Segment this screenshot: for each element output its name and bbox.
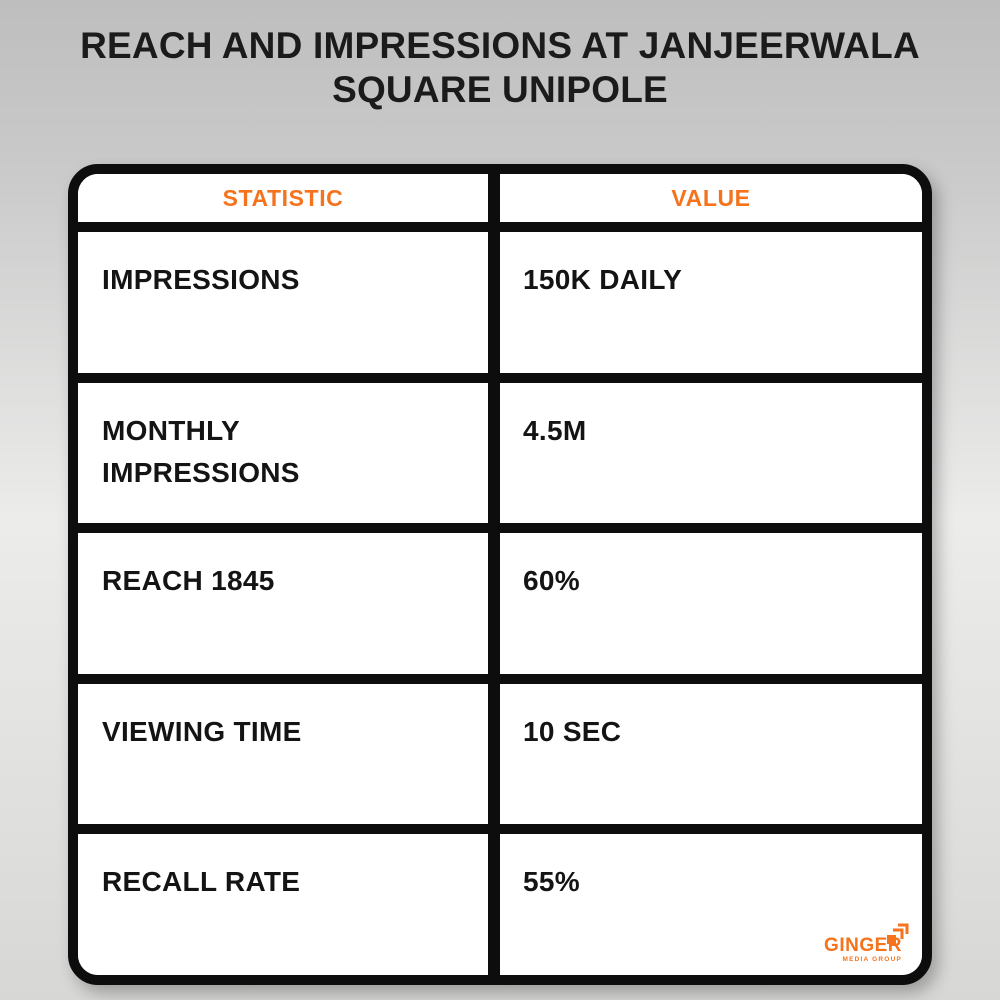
value-cell-viewing-time: 10 SEC — [500, 673, 922, 825]
steps-icon — [887, 923, 909, 944]
statistic-cell-recall-rate: RECALL RATE — [78, 824, 500, 975]
statistic-cell-monthly-impressions: MONTHLY IMPRESSIONS — [78, 372, 500, 524]
statistic-cell-reach: REACH 1845 — [78, 523, 500, 674]
page-title-line2: SQUARE UNIPOLE — [332, 69, 668, 111]
ginger-logo-wordmark: GINGER — [824, 934, 902, 956]
page-title-line1: REACH AND IMPRESSIONS AT JANJEERWALA — [80, 25, 920, 66]
ginger-media-logo: GINGER MEDIA GROUP — [812, 923, 909, 964]
header-value: VALUE — [500, 174, 922, 222]
statistic-cell-viewing-time: VIEWING TIME — [78, 673, 500, 825]
value-cell-recall-rate: 55% — [500, 824, 922, 975]
value-cell-impressions: 150K DAILY — [500, 222, 922, 373]
ginger-logo-subtext: MEDIA GROUP — [842, 955, 902, 963]
header-statistic: STATISTIC — [78, 174, 500, 222]
page-title: REACH AND IMPRESSIONS AT JANJEERWALA SQU… — [0, 24, 1000, 113]
stats-table: STATISTIC VALUE IMPRESSIONS 150K DAILY M… — [68, 164, 932, 985]
statistic-cell-impressions: IMPRESSIONS — [78, 222, 500, 373]
value-cell-reach: 60% — [500, 523, 922, 674]
value-cell-monthly-impressions: 4.5M — [500, 372, 922, 524]
